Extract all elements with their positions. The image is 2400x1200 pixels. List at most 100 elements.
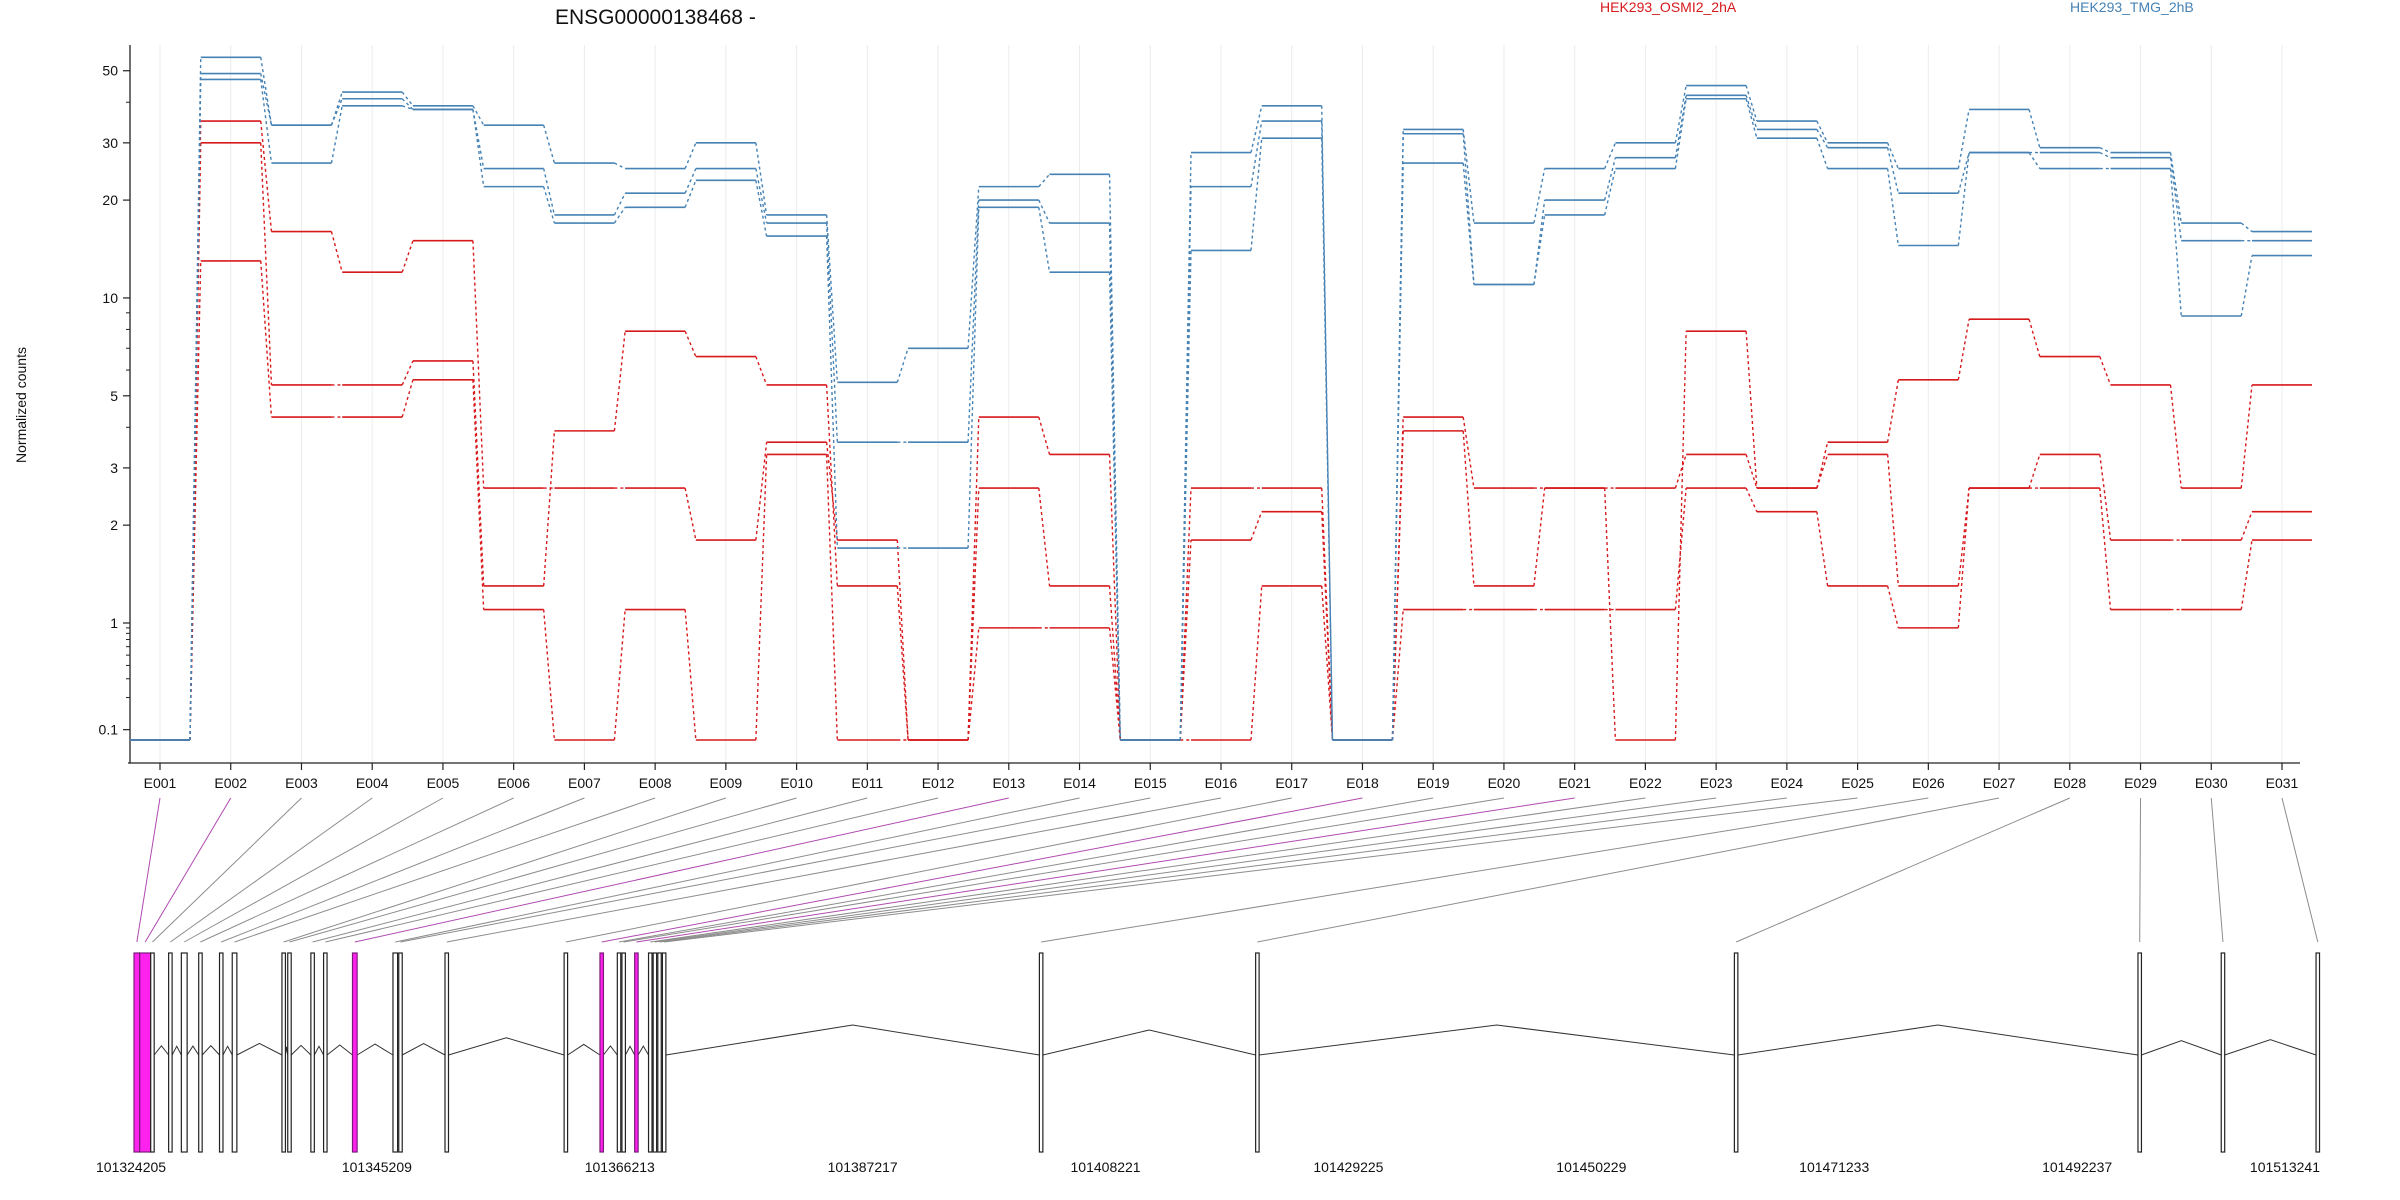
series-3-segment <box>1250 585 1263 741</box>
series-3-segment <box>967 627 980 741</box>
connector-e008 <box>234 797 656 943</box>
coordinate-tick-label-2: 101366213 <box>585 1159 655 1175</box>
coordinate-tick-label-0: 101324205 <box>96 1159 166 1175</box>
series-5-segment <box>1108 223 1121 741</box>
intron-26 <box>1042 1029 1256 1056</box>
x-tick-label-e004: E004 <box>356 775 389 791</box>
intron-25 <box>665 1024 1040 1056</box>
x-tick-label-e013: E013 <box>992 775 1025 791</box>
exon-e022 <box>647 952 653 1153</box>
series-3-segment <box>2099 488 2112 610</box>
series-6-segment <box>1886 168 1900 246</box>
series-5-segment <box>1745 95 1758 130</box>
intron-28 <box>1737 1024 2139 1056</box>
intron-18 <box>603 1045 618 1056</box>
x-tick-label-e020: E020 <box>1488 775 1521 791</box>
series-3-segment <box>1108 627 1121 741</box>
series-3-segment <box>542 609 556 741</box>
connector-e020 <box>623 797 1505 943</box>
exon-e006 <box>198 952 203 1153</box>
series-6-segment <box>2028 152 2041 169</box>
series-4-segment <box>684 142 697 169</box>
exon-e016 <box>444 952 450 1153</box>
y-axis-label: Normalized counts <box>13 347 29 463</box>
exon-e024 <box>657 952 662 1153</box>
legend-entry-osmi2: HEK293_OSMI2_2hA <box>1600 0 1737 15</box>
series-5-segment <box>825 223 839 443</box>
legend-entry-tmg: HEK293_TMG_2hB <box>2070 0 2194 15</box>
series-1-segment <box>472 240 485 489</box>
series-6-segment <box>1816 137 1829 169</box>
series-2-segment <box>2240 511 2253 541</box>
series-2-segment <box>1391 430 1404 741</box>
series-5-segment <box>1886 147 1900 194</box>
x-tick-label-e007: E007 <box>568 775 601 791</box>
intron-29 <box>2141 1040 2222 1056</box>
connector-e009 <box>283 797 727 943</box>
series-5-segment <box>967 200 980 443</box>
series-3-segment <box>472 379 485 610</box>
connector-e021 <box>636 797 1575 943</box>
exon-e014 <box>392 952 399 1153</box>
series-4-segment <box>2099 147 2111 154</box>
series-4-segment <box>472 105 485 126</box>
series-4-segment <box>2028 109 2041 148</box>
y-tick-label-50: 50 <box>102 63 118 79</box>
series-6-segment <box>1674 98 1687 169</box>
exon-connectors <box>136 797 2319 943</box>
series-2-segment <box>1250 511 1263 541</box>
series-5-segment <box>1038 199 1051 224</box>
series-4-segment <box>330 91 343 126</box>
connector-e025 <box>664 797 1858 943</box>
series-6-segment <box>1321 138 1334 741</box>
x-tick-label-e012: E012 <box>922 775 955 791</box>
x-tick-label-e018: E018 <box>1346 775 1379 791</box>
connector-e028 <box>1735 797 2070 943</box>
series-4-segment <box>967 186 980 349</box>
series-1-segment <box>1462 416 1475 489</box>
series-1-segment <box>896 539 909 741</box>
exon-e005 <box>180 952 188 1153</box>
intron-10 <box>290 1044 312 1056</box>
series-5-segment <box>401 98 414 110</box>
gene-model: 101324205 101345209 101366213 101387217 1014… <box>96 952 2320 1175</box>
series-6-segment <box>330 105 343 164</box>
series-1-segment <box>330 231 343 273</box>
series-2-segment <box>1321 511 1334 741</box>
series-4-segment <box>542 124 556 164</box>
exon-e028 <box>1733 952 1739 1153</box>
x-tick-label-e029: E029 <box>2124 775 2157 791</box>
intron-3 <box>153 1045 170 1056</box>
series-5-segment <box>613 192 626 216</box>
series-1-segment <box>1108 454 1121 741</box>
series-1-segment <box>684 487 697 541</box>
exon-e027 <box>1255 952 1260 1153</box>
x-tick-label-e017: E017 <box>1275 775 1308 791</box>
series-2-segment <box>613 331 626 431</box>
exon-e018 <box>599 952 605 1153</box>
x-tick-label-e002: E002 <box>214 775 247 791</box>
series-2-segment <box>1533 488 1546 587</box>
series-2-segment <box>1674 331 1687 741</box>
series-2-segment <box>2028 454 2041 489</box>
series-1-segment <box>260 121 273 232</box>
intron-15 <box>401 1043 446 1056</box>
intron-4 <box>171 1045 182 1056</box>
connector-e029 <box>2139 797 2142 943</box>
connector-e018 <box>601 797 1363 943</box>
series-1-segment <box>755 442 768 541</box>
intron-5 <box>186 1045 200 1056</box>
series-4-segment <box>1533 168 1546 224</box>
coordinate-tick-label-1: 101345209 <box>342 1159 412 1175</box>
series-3-segment <box>613 609 626 741</box>
series-3-segment <box>1391 609 1404 741</box>
connector-e031 <box>2281 797 2319 943</box>
axes: 0.1 1 2 3 5 10 20 30 50 E001 E002 E003 E004 E005 E006 E… <box>99 45 2300 791</box>
connector-e015 <box>400 797 1151 943</box>
series-2-segment <box>260 142 273 385</box>
series-3-segment <box>1886 585 1900 629</box>
series-4-segment <box>401 91 414 107</box>
connector-e016 <box>446 797 1222 943</box>
exon-e001 <box>133 952 141 1153</box>
